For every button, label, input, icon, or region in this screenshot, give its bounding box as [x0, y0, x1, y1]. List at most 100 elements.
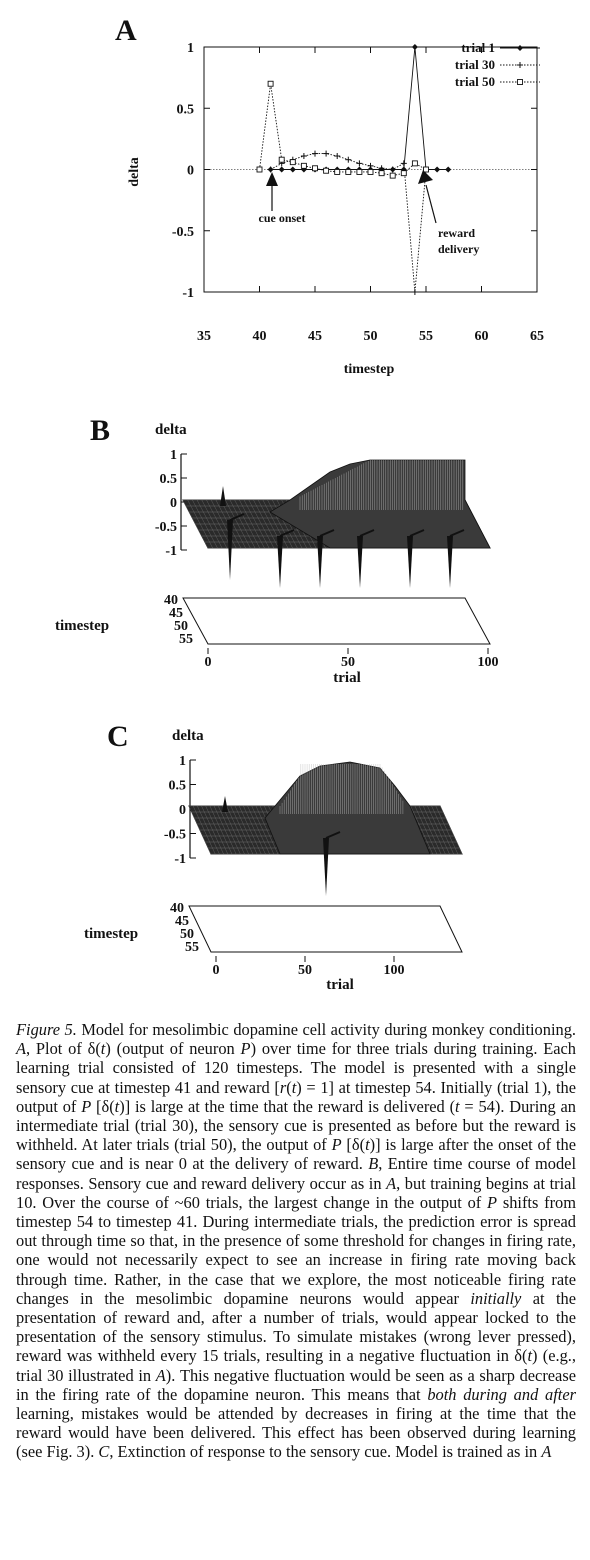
spike-ridge: [409, 529, 425, 537]
trial30-point: [367, 162, 374, 169]
panel-a-chart: 1 0.5 0 -0.5 -1 35 40 45 50 55 60 65 delta timestep…: [127, 40, 544, 377]
y-tick-label: -1: [182, 286, 194, 301]
caption-text: , Entire time course of model responses.…: [16, 1154, 576, 1193]
trial50-point: [345, 168, 352, 175]
trial1-point: [434, 166, 441, 173]
trial1-point: [517, 45, 523, 51]
trial30-point: [312, 150, 318, 157]
z-tick-label: -0.5: [155, 520, 177, 535]
z-tick-label: 0.5: [169, 779, 187, 794]
panel-a-label: A: [115, 14, 137, 47]
trial50-point: [378, 170, 385, 177]
caption-ref: A: [155, 1365, 166, 1385]
trial30-point: [345, 156, 352, 163]
panel-c-xlabel: trial: [326, 977, 354, 993]
trial30-point: [267, 166, 274, 173]
caption-text: , but training begins at trial 10. Over …: [16, 1173, 576, 1212]
negative-spike: [317, 536, 323, 588]
legend-trial50-label: trial 50: [455, 74, 495, 89]
trial50-point: [356, 168, 363, 175]
caption-text: )] is large after the onset of the senso…: [16, 1135, 576, 1174]
caption-fig-label: Figure 5.: [16, 1020, 77, 1039]
timestep-tick-label: 55: [185, 940, 199, 955]
trial50-point: [423, 166, 429, 173]
timestep-tick-label: 40: [170, 901, 184, 916]
spike-ridge: [359, 529, 375, 537]
negative-spike: [277, 536, 283, 588]
caption-text: Model for mesolimbic dopamine cell activ…: [76, 1020, 576, 1039]
trial-tick-label: 0: [205, 655, 212, 670]
caption-text: )] is large at the time that the reward …: [119, 1096, 456, 1116]
z-tick-label: 0: [179, 803, 186, 818]
legend-trial30-label: trial 30: [455, 57, 495, 72]
reward-arrow: [418, 170, 437, 224]
trial50-point: [323, 167, 330, 174]
trial-tick-label: 50: [341, 655, 355, 670]
trial-tick-label: 0: [213, 963, 220, 978]
trial50-point: [278, 156, 285, 163]
panel-a-xlabel: timestep: [344, 362, 395, 377]
x-tick-label: 60: [475, 329, 489, 344]
trial1-point: [445, 166, 452, 173]
trial-tick-label: 100: [478, 655, 499, 670]
trial50-point: [411, 160, 418, 167]
caption-text: = 54). During an intermediate trial (tri…: [16, 1096, 576, 1155]
caption-var: t: [455, 1096, 460, 1116]
trial1-point: [411, 44, 418, 50]
caption-text: (: [286, 1077, 292, 1097]
timestep-tick-label: 40: [164, 593, 178, 608]
caption-text: , Plot of δ(: [26, 1039, 101, 1059]
z-tick-label: -1: [165, 544, 177, 559]
panel-a-ylabel: delta: [127, 157, 142, 187]
trial50-point: [334, 168, 341, 175]
trial30-point: [389, 166, 396, 173]
x-tick-label: 45: [308, 329, 322, 344]
timestep-tick-label: 45: [175, 914, 189, 929]
caption-var: P: [487, 1192, 498, 1212]
panel-a-legend: trial 1 trial 30 trial 50: [455, 40, 540, 89]
y-tick-label: -0.5: [172, 225, 194, 240]
caption-var: t: [527, 1346, 533, 1366]
timestep-tick-label: 50: [174, 619, 188, 634]
trial30-point: [334, 153, 341, 160]
y-tick-label: 0.5: [177, 102, 195, 117]
trial50-point: [312, 165, 318, 172]
z-tick-label: 1: [179, 754, 186, 769]
reward-annotation-line1: reward: [438, 226, 475, 240]
response-ridge: [269, 459, 491, 549]
trial50-point: [300, 162, 307, 169]
panel-c-3d-surface: delta timestep trial 10.50-0.5-1 4045505…: [84, 728, 463, 993]
trial50-point: [517, 79, 523, 85]
caption-var: t: [291, 1077, 297, 1097]
caption-emphasis: both during and after: [427, 1384, 576, 1404]
timestep-tick-label: 50: [180, 927, 194, 942]
caption-text: ) (output of neuron: [105, 1039, 241, 1059]
panel-b-zlabel: delta: [155, 422, 187, 438]
x-tick-label: 50: [364, 329, 378, 344]
caption-text: , Extinction of response to the sensory …: [109, 1442, 542, 1462]
x-tick-label: 55: [419, 329, 433, 344]
spike-ridge: [325, 831, 341, 839]
legend-trial1-label: trial 1: [461, 40, 495, 55]
caption-ref: A: [16, 1039, 27, 1059]
spike-ridge: [449, 529, 465, 537]
trial50-point: [256, 166, 263, 173]
timestep-tick-label: 55: [179, 632, 193, 647]
caption-var: r: [279, 1077, 287, 1097]
series-line-0: [270, 46, 449, 170]
caption-var: t: [365, 1135, 370, 1155]
trial30-point: [411, 289, 418, 295]
panel-b-3d-surface: delta timestep trial 10.50-0.5-1 4045505…: [55, 422, 499, 686]
trial30-point: [323, 150, 330, 157]
caption-ref: A: [541, 1442, 552, 1462]
trial50-point: [267, 80, 274, 87]
trial1-point: [278, 166, 285, 173]
negative-spike: [323, 838, 329, 896]
caption-ref: A: [386, 1173, 397, 1193]
figure-caption: Figure 5. Model for mesolimbic dopamine …: [16, 1020, 576, 1462]
caption-text: ) (e.g., trial 30 illustrated in: [16, 1346, 576, 1385]
caption-var: P: [240, 1039, 251, 1059]
z-tick-label: 0.5: [160, 472, 178, 487]
trial30-point: [356, 160, 363, 167]
spike-ridge: [319, 529, 335, 537]
